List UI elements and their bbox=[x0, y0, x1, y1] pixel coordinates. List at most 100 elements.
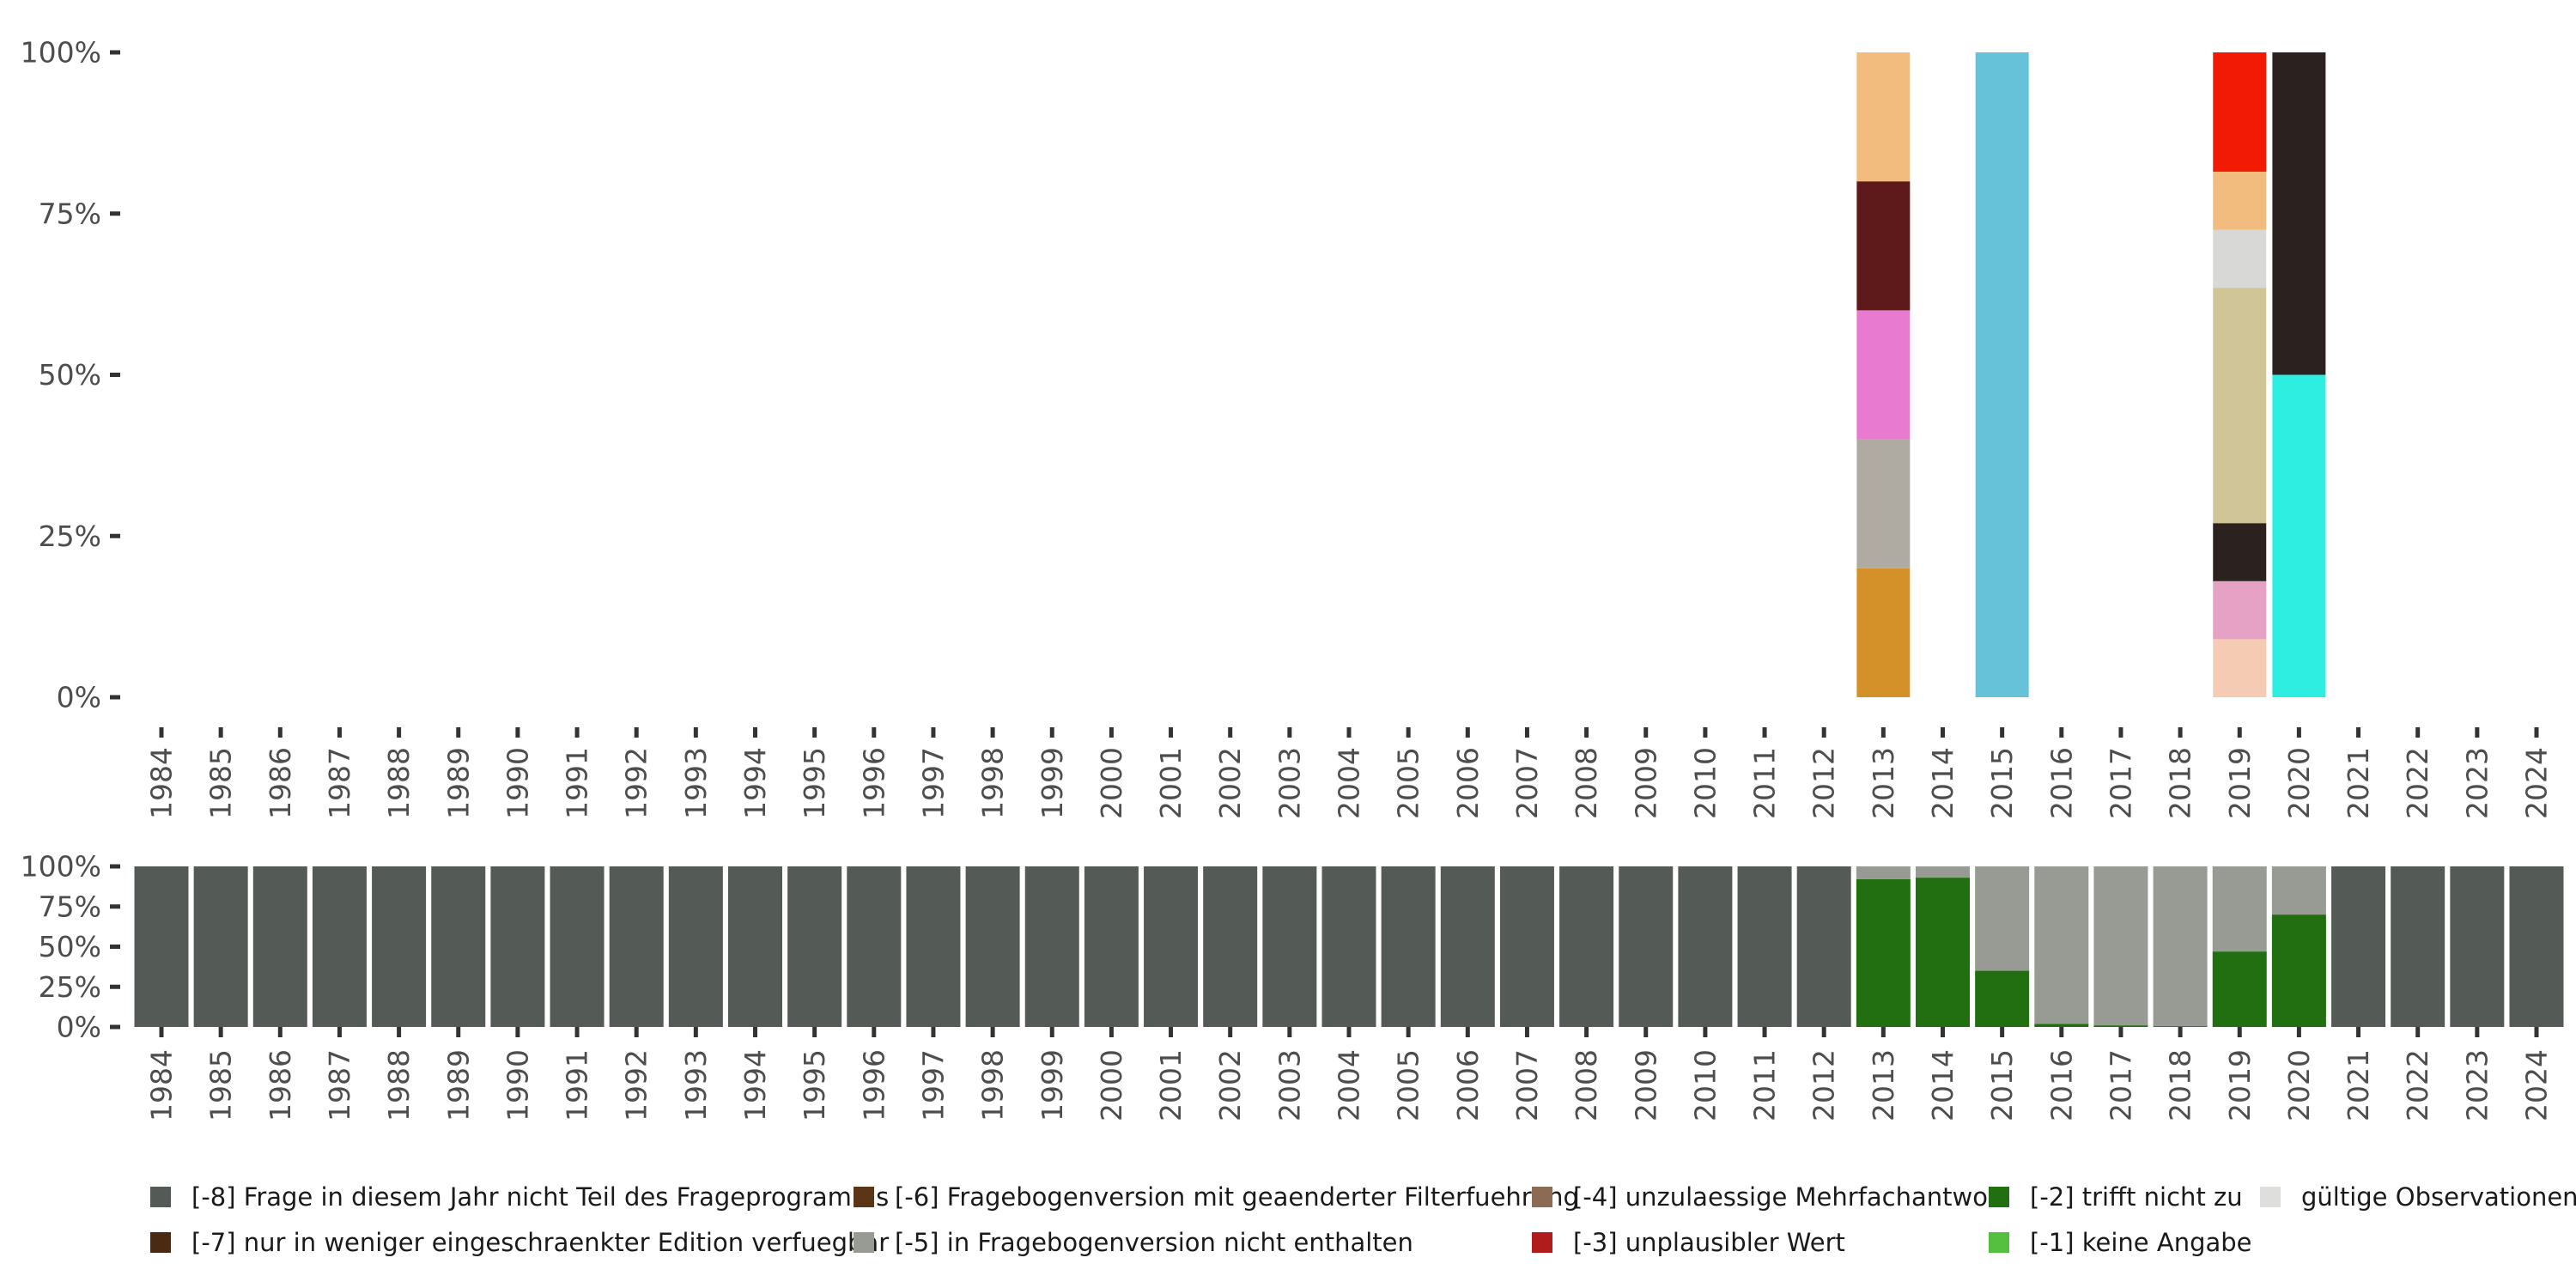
bottom-chart-panel: 0% 25% 50% 75% 100% 1984 1985 1986 1987 1988 1989 1… bbox=[21, 850, 2564, 1121]
x-tick-label: 1998 bbox=[976, 747, 1010, 819]
bar-segment-2006 bbox=[1440, 866, 1495, 1027]
bar-segment-2013 bbox=[1856, 439, 1911, 568]
legend-label: [-8] Frage in diesem Jahr nicht Teil des… bbox=[191, 1182, 889, 1212]
bar-segment-2018 bbox=[2153, 1026, 2208, 1027]
bar-segment-1993 bbox=[668, 866, 723, 1027]
x-tick-label: 2008 bbox=[1570, 747, 1603, 819]
bar-segment-2019 bbox=[2213, 580, 2267, 640]
y-tick-label: 50% bbox=[39, 930, 101, 963]
x-tick-label: 2019 bbox=[2223, 747, 2257, 819]
bar-segment-2014 bbox=[1916, 878, 1970, 1027]
x-tick-label: 2018 bbox=[2164, 1049, 2197, 1121]
bar-segment-1996 bbox=[847, 866, 902, 1027]
x-tick-label: 1989 bbox=[441, 747, 475, 819]
bar-segment-2020 bbox=[2272, 52, 2326, 375]
x-tick-label: 2006 bbox=[1451, 747, 1485, 819]
bar-segment-1986 bbox=[252, 866, 307, 1027]
bar-segment-1984 bbox=[134, 866, 189, 1027]
bar-segment-1998 bbox=[965, 866, 1020, 1027]
bar-segment-2019 bbox=[2213, 171, 2267, 230]
x-tick-label: 1985 bbox=[204, 747, 238, 819]
x-tick-label: 2023 bbox=[2460, 1049, 2494, 1121]
bar-segment-2023 bbox=[2450, 866, 2505, 1027]
bar-segment-2013 bbox=[1856, 52, 1911, 182]
x-tick-label: 2003 bbox=[1273, 747, 1306, 819]
legend-swatch bbox=[150, 1187, 171, 1207]
y-tick-label: 50% bbox=[39, 358, 101, 392]
x-tick-label: 1992 bbox=[620, 747, 653, 819]
x-tick-label: 2018 bbox=[2164, 747, 2197, 819]
bar-segment-2016 bbox=[2034, 866, 2089, 1024]
x-tick-label: 2008 bbox=[1570, 1049, 1603, 1121]
x-tick-label: 2009 bbox=[1629, 1049, 1662, 1121]
bar-segment-2019 bbox=[2212, 951, 2267, 1027]
x-tick-label: 1997 bbox=[916, 747, 950, 819]
bar-segment-2008 bbox=[1559, 866, 1614, 1027]
y-tick-label: 75% bbox=[39, 890, 101, 923]
x-tick-label: 2021 bbox=[2342, 747, 2375, 819]
x-tick-label: 2020 bbox=[2282, 1049, 2316, 1121]
x-tick-label: 2021 bbox=[2342, 1049, 2375, 1121]
x-tick-label: 1984 bbox=[145, 747, 179, 819]
bar-segment-2013 bbox=[1856, 181, 1911, 311]
x-tick-label: 1994 bbox=[738, 1049, 772, 1121]
x-tick-label: 1990 bbox=[501, 747, 534, 819]
bar-segment-2000 bbox=[1084, 866, 1139, 1027]
x-tick-label: 2010 bbox=[1688, 1049, 1722, 1121]
bar-segment-2017 bbox=[2093, 1025, 2148, 1027]
x-tick-label: 1997 bbox=[916, 1049, 950, 1121]
x-tick-label: 2002 bbox=[1213, 747, 1247, 819]
legend-label: [-3] unplausibler Wert bbox=[1573, 1228, 1845, 1257]
bar-segment-2018 bbox=[2153, 866, 2208, 1027]
x-tick-label: 2013 bbox=[1867, 747, 1900, 819]
bar-segment-2011 bbox=[1737, 866, 1792, 1027]
bar-segment-2024 bbox=[2509, 866, 2564, 1027]
x-tick-label: 1994 bbox=[738, 747, 772, 819]
x-tick-label: 1985 bbox=[204, 1049, 238, 1121]
x-tick-label: 2009 bbox=[1629, 747, 1662, 819]
x-tick-label: 1986 bbox=[264, 747, 297, 819]
x-tick-label: 2011 bbox=[1748, 1049, 1782, 1121]
x-tick-label: 2015 bbox=[1985, 747, 2019, 819]
x-tick-label: 2005 bbox=[1392, 747, 1425, 819]
bar-segment-2013 bbox=[1856, 878, 1911, 1027]
legend-label: [-6] Fragebogenversion mit geaenderter F… bbox=[895, 1182, 1579, 1212]
x-tick-label: 1998 bbox=[976, 1049, 1010, 1121]
x-tick-label: 2012 bbox=[1807, 747, 1841, 819]
x-tick-label: 2013 bbox=[1867, 1049, 1900, 1121]
x-tick-label: 2007 bbox=[1510, 747, 1544, 819]
x-tick-label: 2015 bbox=[1985, 1049, 2019, 1121]
x-tick-label: 1987 bbox=[323, 1049, 356, 1121]
x-tick-label: 2024 bbox=[2520, 747, 2554, 819]
bar-segment-2021 bbox=[2331, 866, 2386, 1027]
x-tick-label: 1989 bbox=[441, 1049, 475, 1121]
x-tick-label: 1992 bbox=[620, 1049, 653, 1121]
x-tick-label: 2014 bbox=[1926, 747, 1959, 819]
bar-segment-2009 bbox=[1619, 866, 1674, 1027]
bar-segment-2014 bbox=[1916, 866, 1970, 878]
x-tick-label: 1990 bbox=[501, 1049, 534, 1121]
bar-segment-2016 bbox=[2034, 1024, 2089, 1027]
x-tick-label: 1988 bbox=[382, 1049, 416, 1121]
bar-segment-2013 bbox=[1856, 310, 1911, 440]
bar-segment-2019 bbox=[2213, 288, 2267, 524]
x-tick-label: 1988 bbox=[382, 747, 416, 819]
x-tick-label: 1984 bbox=[145, 1049, 179, 1121]
x-tick-label: 2023 bbox=[2460, 747, 2494, 819]
x-tick-label: 1999 bbox=[1036, 1049, 1069, 1121]
legend-swatch bbox=[854, 1232, 874, 1253]
bar-segment-1999 bbox=[1024, 866, 1079, 1027]
x-tick-label: 2002 bbox=[1213, 1049, 1247, 1121]
bar-segment-1991 bbox=[550, 866, 605, 1027]
bar-segment-2019 bbox=[2212, 866, 2267, 952]
x-tick-label: 2007 bbox=[1510, 1049, 1544, 1121]
x-tick-label: 2022 bbox=[2401, 1049, 2434, 1121]
bar-segment-1988 bbox=[372, 866, 427, 1027]
legend: [-8] Frage in diesem Jahr nicht Teil des… bbox=[150, 1182, 2576, 1257]
x-tick-label: 2024 bbox=[2520, 1049, 2554, 1121]
bar-segment-1995 bbox=[787, 866, 842, 1027]
legend-label: [-1] keine Angabe bbox=[2030, 1228, 2252, 1257]
legend-label: [-5] in Fragebogenversion nicht enthalte… bbox=[895, 1228, 1413, 1257]
x-tick-label: 2003 bbox=[1273, 1049, 1306, 1121]
